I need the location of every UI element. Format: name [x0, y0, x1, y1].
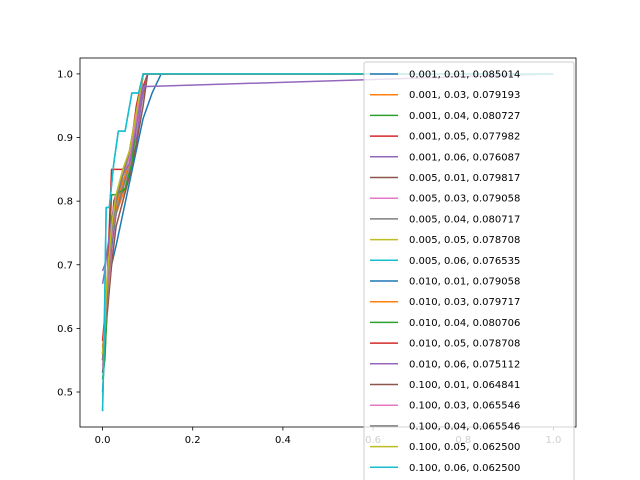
legend-label-17: 0.100, 0.04, 0.065546 [409, 421, 520, 432]
x-tick-label: 0.4 [275, 435, 291, 446]
legend-label-13: 0.010, 0.05, 0.078708 [409, 339, 520, 350]
legend-label-15: 0.100, 0.01, 0.064841 [409, 380, 520, 391]
y-tick-label: 1.0 [57, 69, 73, 80]
legend-label-14: 0.010, 0.06, 0.075112 [409, 359, 520, 370]
y-tick-label: 0.8 [57, 197, 73, 208]
legend-label-19: 0.100, 0.06, 0.062500 [409, 463, 520, 474]
y-tick-label: 0.5 [57, 388, 73, 399]
y-tick-label: 0.7 [57, 260, 73, 271]
legend-box [363, 61, 575, 480]
legend-label-4: 0.001, 0.06, 0.076087 [409, 152, 520, 163]
legend-label-16: 0.100, 0.03, 0.065546 [409, 401, 520, 412]
legend-label-6: 0.005, 0.03, 0.079058 [409, 194, 520, 205]
legend-label-12: 0.010, 0.04, 0.080706 [409, 318, 520, 329]
x-tick-label: 0.2 [185, 435, 201, 446]
legend-label-3: 0.001, 0.05, 0.077982 [409, 132, 520, 143]
y-tick-label: 0.6 [57, 324, 73, 335]
legend: 0.001, 0.01, 0.085014 0.001, 0.03, 0.0791… [363, 61, 575, 480]
legend-label-9: 0.005, 0.06, 0.076535 [409, 256, 520, 267]
legend-label-18: 0.100, 0.05, 0.062500 [409, 442, 520, 453]
x-tick-label: 0.0 [95, 435, 111, 446]
legend-label-7: 0.005, 0.04, 0.080717 [409, 214, 520, 225]
legend-label-5: 0.005, 0.01, 0.079817 [409, 173, 520, 184]
legend-label-10: 0.010, 0.01, 0.079058 [409, 277, 520, 288]
series-line-19 [101, 73, 554, 412]
legend-label-1: 0.001, 0.03, 0.079193 [409, 90, 520, 101]
y-axis: 0.5 0.6 0.7 0.8 0.9 1.0 [57, 69, 80, 399]
legend-label-8: 0.005, 0.05, 0.078708 [409, 235, 520, 246]
legend-label-2: 0.001, 0.04, 0.080727 [409, 111, 520, 122]
legend-label-0: 0.001, 0.01, 0.085014 [409, 70, 520, 81]
axes-frame [79, 57, 577, 428]
series-line-18 [101, 73, 554, 354]
y-tick-label: 0.9 [57, 133, 73, 144]
legend-label-11: 0.010, 0.03, 0.079717 [409, 297, 520, 308]
series-layer [101, 73, 554, 412]
